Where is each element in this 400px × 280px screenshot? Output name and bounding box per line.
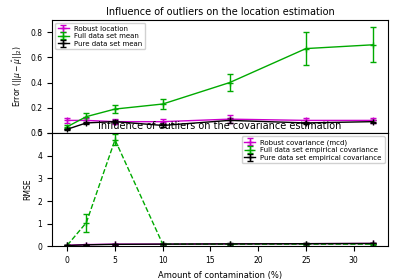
Title: Influence of outliers on the covariance estimation: Influence of outliers on the covariance …: [98, 121, 342, 131]
X-axis label: Amount of contamination (%): Amount of contamination (%): [158, 271, 282, 280]
Y-axis label: RMSE: RMSE: [23, 179, 32, 200]
Title: Influence of outliers on the location estimation: Influence of outliers on the location es…: [106, 8, 334, 17]
Y-axis label: Error ($||\mu - \hat{\mu}||_2$): Error ($||\mu - \hat{\mu}||_2$): [10, 45, 24, 107]
Legend: Robust covariance (mcd), Full data set empirical covariance, Pure data set empir: Robust covariance (mcd), Full data set e…: [242, 136, 384, 163]
Legend: Robust location, Full data set mean, Pure data set mean: Robust location, Full data set mean, Pur…: [56, 23, 145, 49]
